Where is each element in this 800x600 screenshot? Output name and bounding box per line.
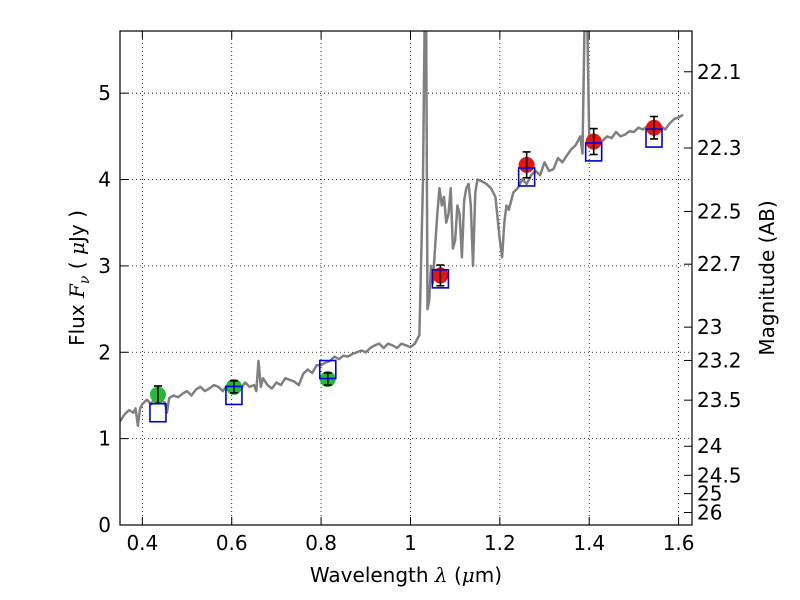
x-tick-label: 1.6 <box>663 531 695 555</box>
y-tick-label: 0 <box>98 513 111 537</box>
model-band-square <box>645 128 663 148</box>
model-band-square <box>225 385 243 406</box>
x-tick-label: 0.6 <box>216 531 248 555</box>
y2-tick-label: 23.2 <box>697 348 742 372</box>
model-band-square <box>149 402 167 423</box>
x-tick-label: 1.2 <box>484 531 516 555</box>
plot-area <box>120 31 684 427</box>
y2-tick-label: 26 <box>697 501 722 525</box>
y2-tick-label: 22.1 <box>697 60 742 84</box>
model-band-square <box>318 359 337 380</box>
model-band-square <box>517 167 536 187</box>
y2-tick-label: 24.5 <box>697 463 742 487</box>
x-axis-label: Wavelength λ (μm) <box>310 563 502 587</box>
axes: 0.4 0.6 0.8 1 1.2 1.4 1.601234522.122.322.522.… <box>98 30 742 555</box>
x-tick-label: 0.8 <box>305 531 337 555</box>
x-tick-label: 1 <box>404 531 417 555</box>
y-tick-label: 1 <box>98 427 111 451</box>
y2-tick-label: 22.7 <box>697 252 742 276</box>
model-band-square <box>431 269 450 289</box>
y-tick-label: 5 <box>98 81 111 105</box>
y2-tick-label: 22.3 <box>697 136 742 160</box>
y2-tick-label: 23.5 <box>697 388 742 412</box>
y2-tick-label: 22.5 <box>697 199 742 223</box>
y2-tick-label: 23 <box>697 315 722 339</box>
y-tick-label: 3 <box>98 254 111 278</box>
y-tick-label: 2 <box>98 340 111 364</box>
data-markers <box>149 115 663 423</box>
model-spectrum-line <box>120 31 684 427</box>
y2-tick-label: 25 <box>697 482 722 506</box>
x-tick-label: 0.4 <box>126 531 158 555</box>
model-band-square <box>584 142 603 162</box>
y-tick-label: 4 <box>98 168 111 192</box>
y2-tick-label: 24 <box>697 434 722 458</box>
x-tick-label: 1.4 <box>573 531 605 555</box>
y-axis-label: Flux Fν ( μJy ) <box>65 210 93 346</box>
axes-frame <box>119 30 693 526</box>
y2-axis-label: Magnitude (AB) <box>755 200 779 355</box>
